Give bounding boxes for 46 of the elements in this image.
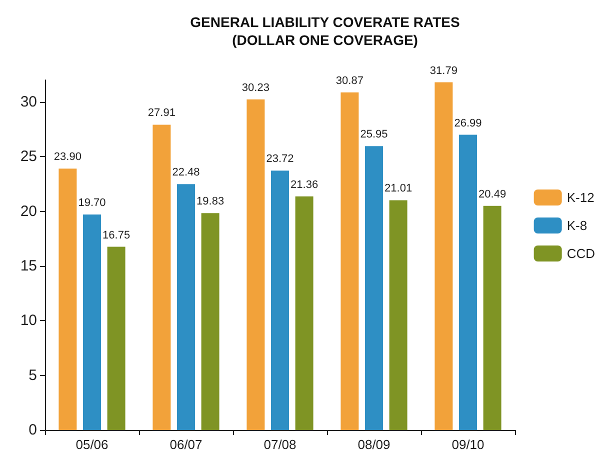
x-tick-label: 08/09 [358, 437, 390, 451]
data-label: 20.49 [478, 188, 506, 200]
y-tick-label: 30 [20, 93, 37, 110]
x-tick-label: 09/10 [452, 437, 484, 451]
bar [340, 92, 359, 430]
data-label: 30.23 [242, 82, 270, 94]
data-label: 31.79 [430, 64, 458, 77]
data-label: 23.72 [266, 153, 294, 166]
x-tick-label: 06/07 [170, 437, 202, 451]
data-label: 21.01 [384, 182, 412, 195]
bar [271, 170, 289, 430]
bar [83, 214, 101, 430]
bar [246, 99, 265, 430]
y-tick-label: 15 [20, 257, 37, 274]
bar [58, 168, 77, 430]
data-label: 16.75 [102, 229, 130, 242]
bar [389, 200, 408, 430]
bar [434, 82, 453, 430]
chart-title: GENERAL LIABILITY COVERATE RATES (DOLLAR ONE COVERAGE) [190, 14, 460, 48]
data-label: 25.95 [360, 128, 388, 141]
data-label: 26.99 [454, 117, 482, 130]
bar [459, 134, 477, 430]
y-tick-label: 5 [28, 366, 37, 384]
data-label: 23.90 [54, 151, 82, 164]
data-label: 27.91 [148, 107, 176, 120]
y-tick-label: 25 [20, 148, 37, 166]
legend-label: K-12 [566, 190, 594, 205]
bar [483, 206, 502, 430]
data-label: 21.36 [290, 178, 318, 191]
legend-label: K-8 [566, 218, 588, 233]
legend-label: CCD [566, 246, 596, 261]
bar [365, 146, 383, 430]
bar [107, 246, 126, 430]
bar [201, 213, 220, 430]
data-label: 30.87 [336, 74, 364, 87]
x-tick-label: 07/08 [264, 437, 296, 451]
data-label: 19.83 [196, 196, 224, 208]
y-tick-label: 0 [28, 422, 37, 438]
y-tick-label: 20 [20, 202, 37, 220]
data-label: 22.48 [172, 166, 200, 179]
data-label: 19.70 [78, 197, 106, 210]
y-tick-label: 10 [20, 312, 37, 330]
bar [177, 184, 195, 430]
bar [295, 196, 314, 430]
bar [152, 124, 171, 430]
x-tick-label: 05/06 [76, 437, 108, 451]
